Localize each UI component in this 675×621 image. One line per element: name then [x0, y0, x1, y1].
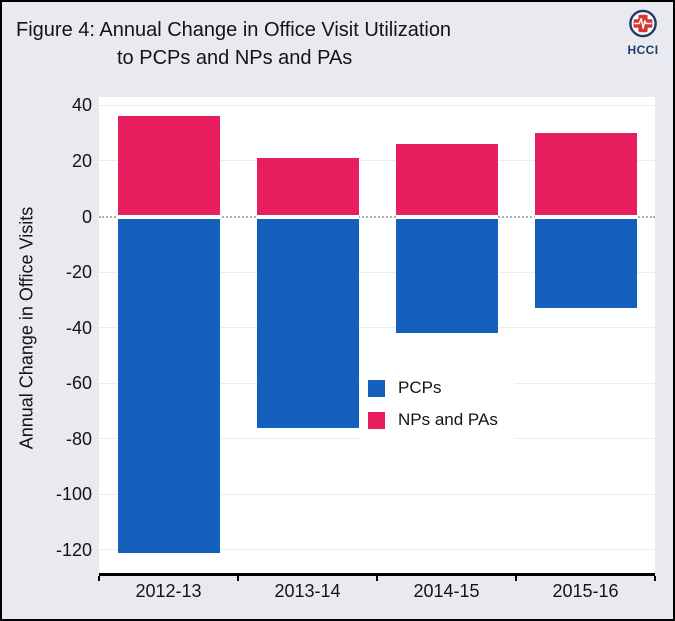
legend-swatch-nps-pas [368, 411, 385, 429]
y-tick-label: -40 [65, 317, 92, 338]
bar-group [256, 97, 359, 575]
bar-pcps [256, 218, 359, 428]
figure-title-line2: to PCPs and NPs and PAs [117, 47, 353, 69]
gridline [99, 160, 655, 162]
y-tick-label: -60 [65, 373, 92, 394]
gridline [99, 493, 655, 495]
y-tick-label: -80 [65, 428, 92, 449]
bar-pcps [534, 218, 637, 309]
legend: PCPs NPs and PAs [360, 368, 514, 440]
bar-zero-gap [534, 214, 637, 219]
y-tick-label: 0 [81, 206, 92, 227]
legend-item-pcps: PCPs [368, 378, 498, 398]
figure-title: Figure 4: Annual Change in Office Visit … [16, 16, 451, 72]
x-axis-line [99, 573, 655, 576]
y-tick-label: 40 [71, 95, 92, 116]
bar-pcps [395, 218, 498, 334]
gridline [99, 327, 655, 329]
y-tick-label: -20 [65, 262, 92, 283]
plot-area [99, 97, 655, 575]
legend-label-nps-pas: NPs and PAs [398, 410, 498, 429]
hcci-logo-text: HCCI [627, 43, 659, 57]
hcci-logo-icon [625, 9, 661, 43]
x-tick-label: 2015-16 [552, 581, 619, 601]
x-axis-tick [376, 575, 378, 581]
bar-zero-gap [117, 214, 220, 219]
bar-nps-pas [256, 158, 359, 215]
x-tick-label: 2012-13 [135, 581, 202, 601]
figure-title-line1: Figure 4: Annual Change in Office Visit … [16, 19, 452, 41]
x-tick-label: 2013-14 [274, 581, 341, 601]
bar-pcps [117, 218, 220, 553]
gridline [99, 549, 655, 551]
legend-label-pcps: PCPs [398, 378, 442, 397]
bar-nps-pas [395, 144, 498, 215]
bar-zero-gap [256, 214, 359, 219]
hcci-logo: HCCI [622, 8, 664, 57]
x-axis-tick [237, 575, 239, 581]
legend-item-nps-pas: NPs and PAs [368, 410, 498, 430]
bar-group [117, 97, 220, 575]
bar-zero-gap [395, 214, 498, 219]
x-axis-tick [654, 575, 656, 581]
legend-swatch-pcps [368, 379, 385, 397]
y-tick-label: -120 [55, 539, 92, 560]
y-tick-label: 20 [71, 150, 92, 171]
bar-nps-pas [534, 133, 637, 215]
zero-line [99, 215, 655, 218]
y-tick-label: -100 [55, 484, 92, 505]
bar-group [534, 97, 637, 575]
gridline [99, 271, 655, 273]
bar-group [395, 97, 498, 575]
x-tick-label: 2014-15 [413, 581, 480, 601]
gridline [99, 104, 655, 106]
x-axis-tick [98, 575, 100, 581]
bar-nps-pas [117, 116, 220, 215]
x-axis-tick [515, 575, 517, 581]
